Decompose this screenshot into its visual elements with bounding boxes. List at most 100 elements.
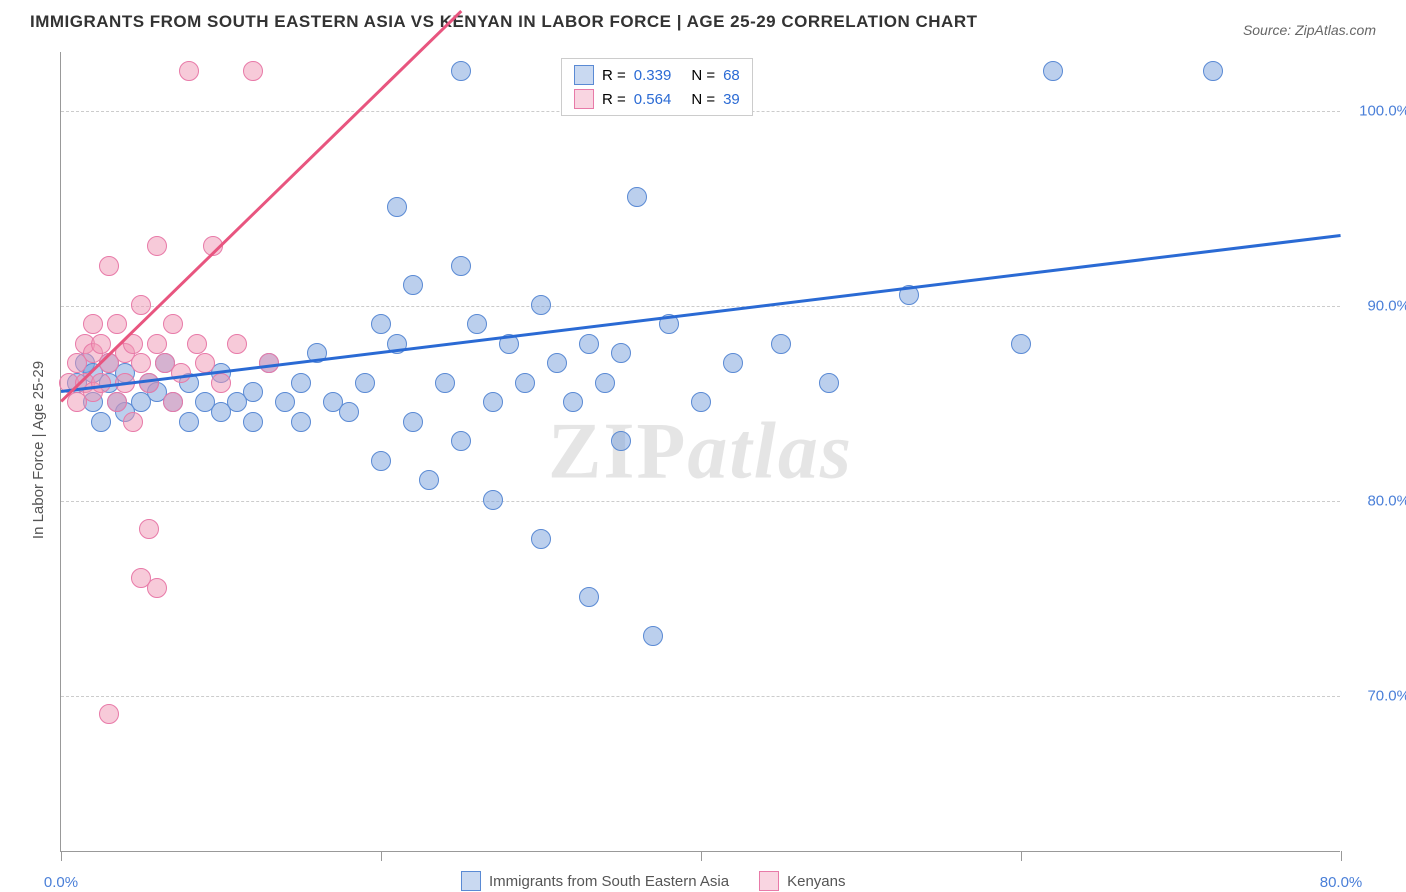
data-point [579, 587, 599, 607]
data-point [451, 256, 471, 276]
data-point [435, 373, 455, 393]
swatch-blue-icon [574, 65, 594, 85]
legend-label-blue: Immigrants from South Eastern Asia [489, 873, 729, 890]
data-point [515, 373, 535, 393]
data-point [187, 334, 207, 354]
x-tick [1341, 851, 1342, 861]
data-point [227, 334, 247, 354]
data-point [451, 431, 471, 451]
data-point [147, 334, 167, 354]
source-attribution: Source: ZipAtlas.com [1243, 22, 1376, 38]
data-point [467, 314, 487, 334]
x-tick [381, 851, 382, 861]
gridline [61, 306, 1340, 307]
data-point [579, 334, 599, 354]
chart-title: IMMIGRANTS FROM SOUTH EASTERN ASIA VS KE… [30, 12, 977, 32]
x-tick-label: 80.0% [1320, 874, 1363, 891]
legend-row-pink: R = 0.564 N = 39 [574, 87, 740, 111]
data-point [291, 412, 311, 432]
data-point [99, 256, 119, 276]
x-tick [701, 851, 702, 861]
data-point [179, 61, 199, 81]
chart-plot-area: ZIPatlas 70.0%80.0%90.0%100.0%0.0%80.0% … [60, 52, 1340, 852]
data-point [131, 295, 151, 315]
data-point [91, 334, 111, 354]
legend-n-label: N = [691, 67, 715, 84]
data-point [483, 392, 503, 412]
series-legend: Immigrants from South Eastern Asia Kenya… [461, 871, 845, 891]
y-tick-label: 70.0% [1350, 687, 1406, 704]
data-point [691, 392, 711, 412]
y-tick-label: 100.0% [1350, 102, 1406, 119]
data-point [723, 353, 743, 373]
data-point [131, 353, 151, 373]
data-point [627, 187, 647, 207]
y-tick-label: 90.0% [1350, 297, 1406, 314]
data-point [211, 373, 231, 393]
data-point [403, 412, 423, 432]
x-tick-label: 0.0% [44, 874, 78, 891]
data-point [107, 392, 127, 412]
swatch-blue-icon [461, 871, 481, 891]
data-point [531, 295, 551, 315]
data-point [1203, 61, 1223, 81]
data-point [163, 314, 183, 334]
data-point [611, 431, 631, 451]
data-point [595, 373, 615, 393]
gridline [61, 501, 1340, 502]
data-point [371, 314, 391, 334]
data-point [355, 373, 375, 393]
data-point [107, 314, 127, 334]
data-point [483, 490, 503, 510]
legend-r-blue: 0.339 [634, 67, 672, 84]
legend-item-pink: Kenyans [759, 871, 845, 891]
x-tick [61, 851, 62, 861]
y-axis-label: In Labor Force | Age 25-29 [30, 361, 47, 539]
data-point [339, 402, 359, 422]
data-point [91, 373, 111, 393]
data-point [403, 275, 423, 295]
legend-n-label: N = [691, 91, 715, 108]
data-point [1043, 61, 1063, 81]
legend-r-label: R = [602, 67, 626, 84]
data-point [243, 412, 263, 432]
legend-r-label: R = [602, 91, 626, 108]
data-point [131, 568, 151, 588]
watermark: ZIPatlas [548, 406, 853, 497]
data-point [139, 519, 159, 539]
data-point [179, 412, 199, 432]
legend-row-blue: R = 0.339 N = 68 [574, 63, 740, 87]
data-point [643, 626, 663, 646]
data-point [1011, 334, 1031, 354]
data-point [99, 704, 119, 724]
data-point [91, 412, 111, 432]
data-point [171, 363, 191, 383]
y-tick-label: 80.0% [1350, 492, 1406, 509]
data-point [83, 314, 103, 334]
data-point [123, 412, 143, 432]
data-point [275, 392, 295, 412]
data-point [147, 236, 167, 256]
data-point [243, 382, 263, 402]
legend-n-blue: 68 [723, 67, 740, 84]
data-point [419, 470, 439, 490]
legend-n-pink: 39 [723, 91, 740, 108]
data-point [531, 529, 551, 549]
swatch-pink-icon [759, 871, 779, 891]
data-point [387, 197, 407, 217]
legend-item-blue: Immigrants from South Eastern Asia [461, 871, 729, 891]
data-point [611, 343, 631, 363]
trend-line [61, 234, 1341, 393]
data-point [163, 392, 183, 412]
swatch-pink-icon [574, 89, 594, 109]
legend-label-pink: Kenyans [787, 873, 845, 890]
correlation-legend: R = 0.339 N = 68 R = 0.564 N = 39 [561, 58, 753, 116]
data-point [243, 61, 263, 81]
data-point [819, 373, 839, 393]
data-point [139, 373, 159, 393]
data-point [291, 373, 311, 393]
legend-r-pink: 0.564 [634, 91, 672, 108]
data-point [195, 353, 215, 373]
data-point [771, 334, 791, 354]
data-point [547, 353, 567, 373]
